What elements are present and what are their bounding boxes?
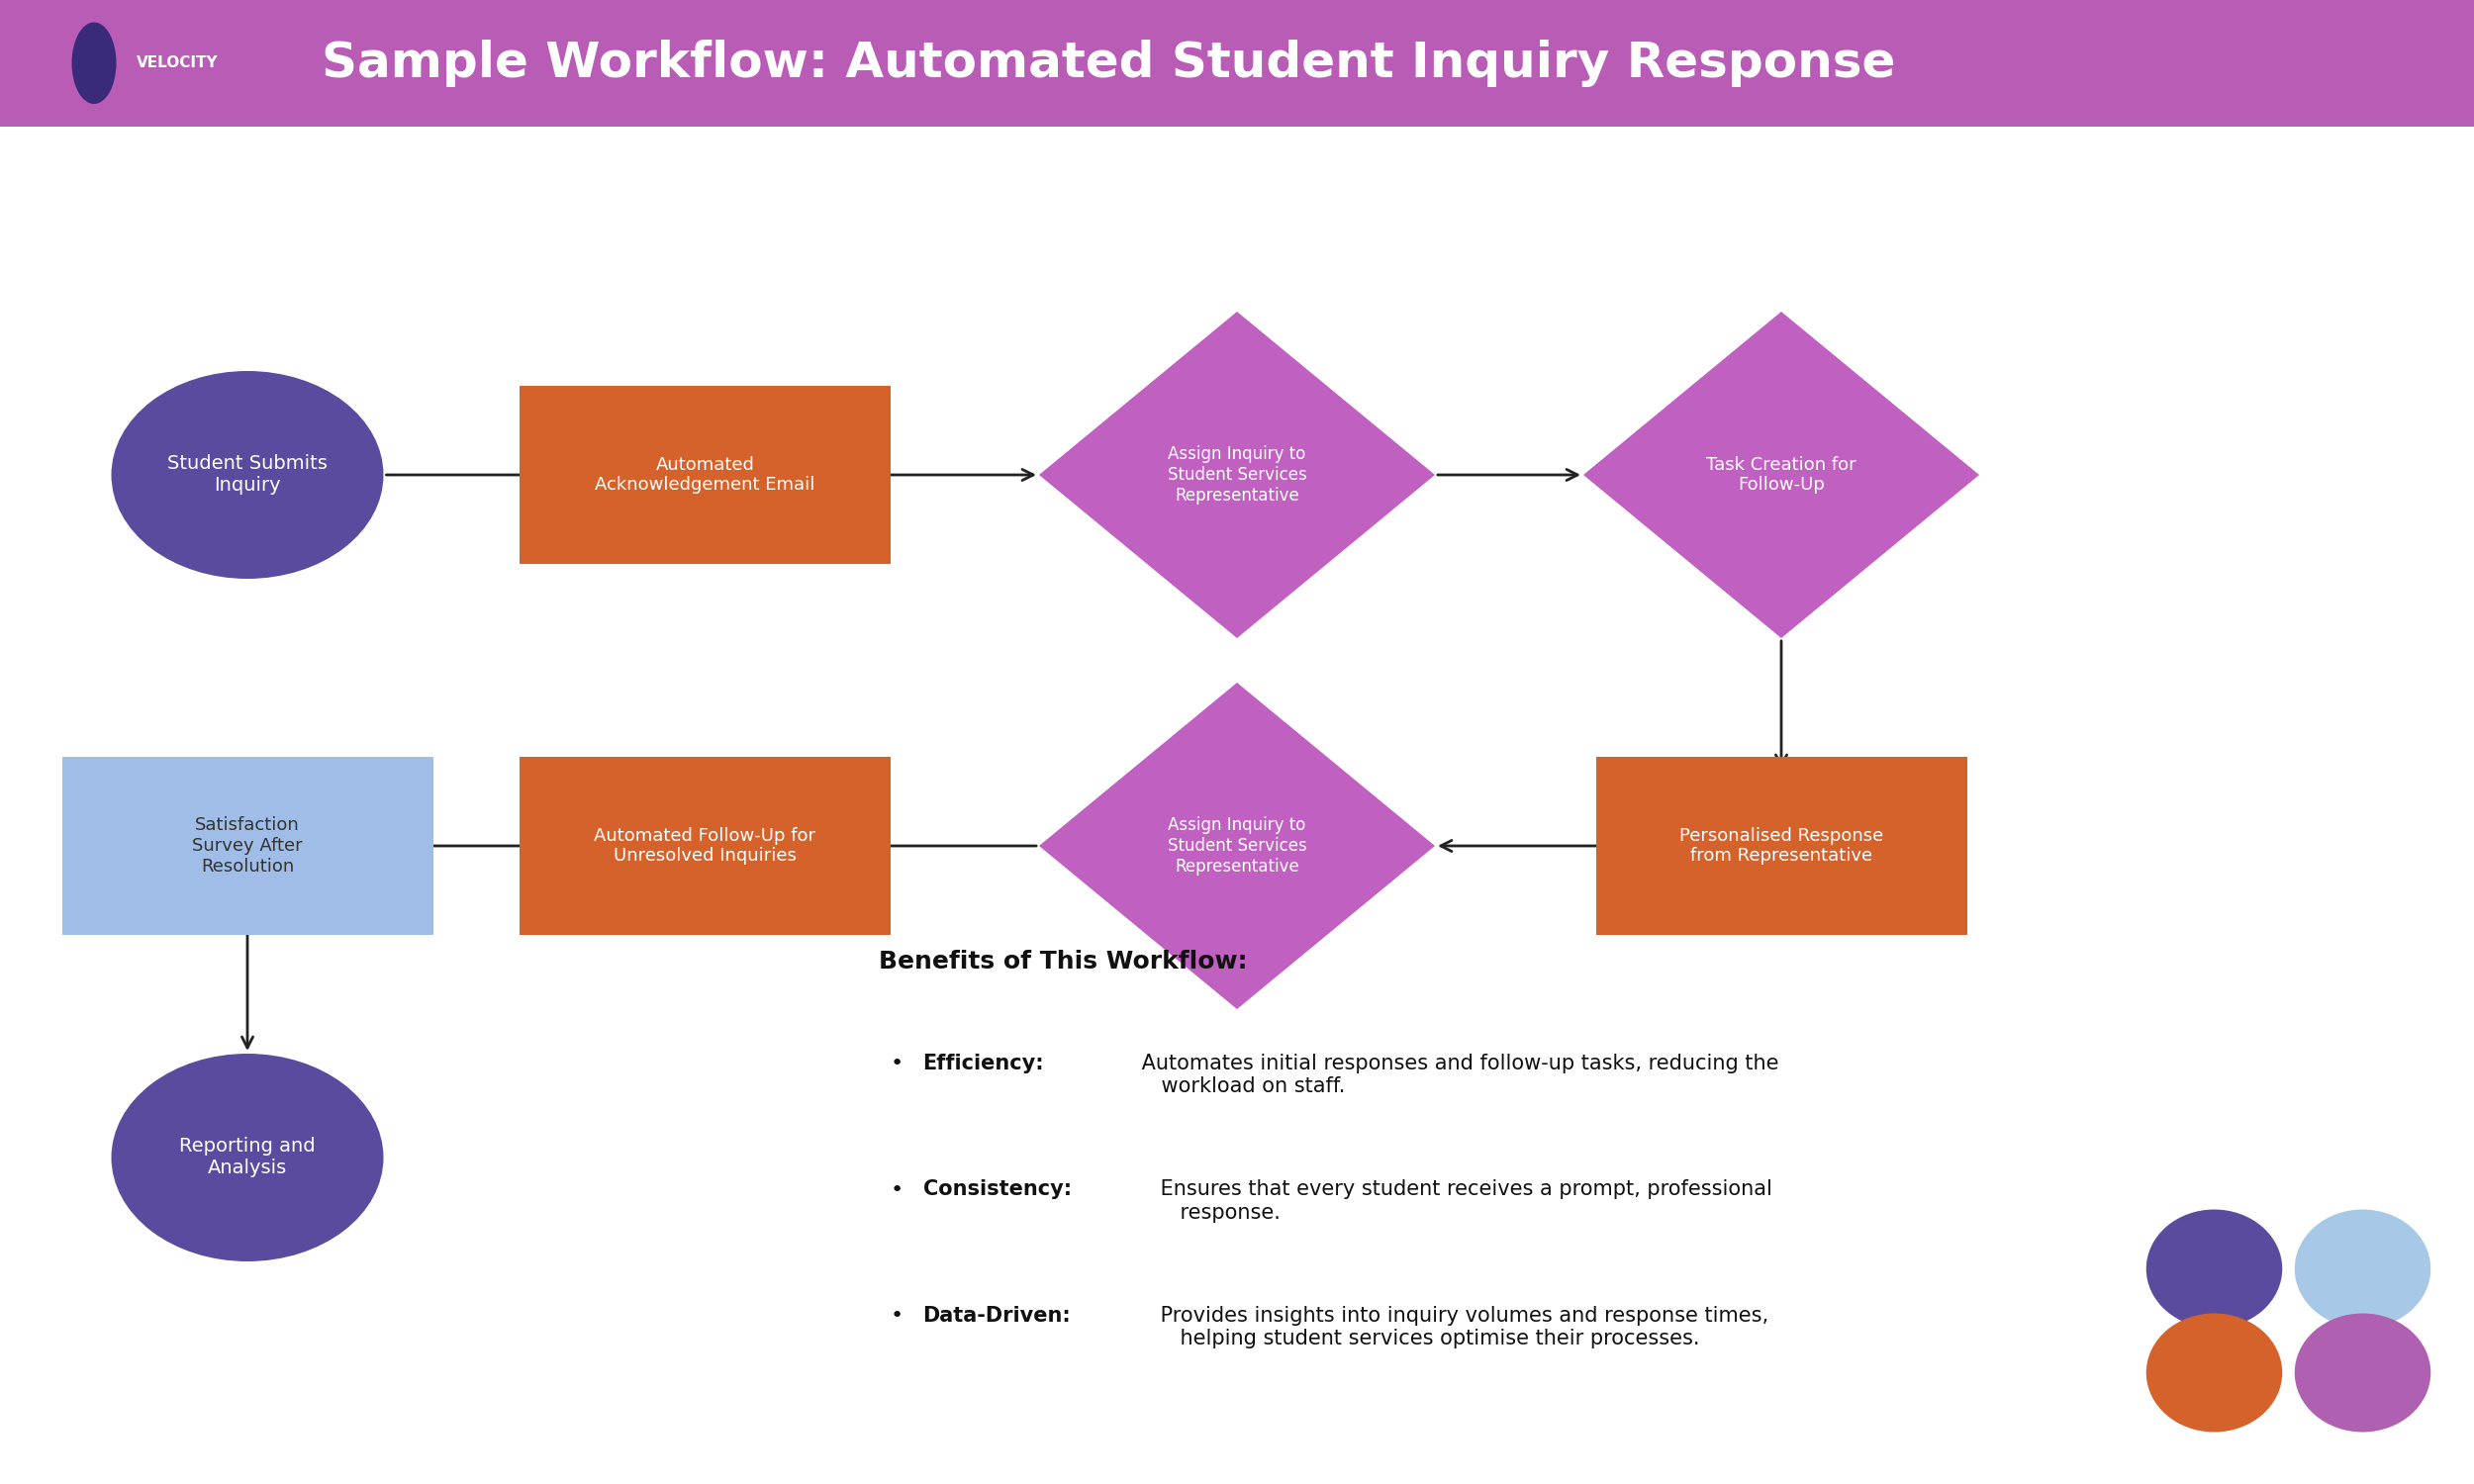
FancyBboxPatch shape: [0, 0, 2474, 126]
Text: •: •: [891, 1306, 903, 1325]
Text: VELOCITY: VELOCITY: [136, 55, 218, 70]
Text: Assign Inquiry to
Student Services
Representative: Assign Inquiry to Student Services Repre…: [1168, 816, 1306, 876]
Ellipse shape: [2296, 1209, 2429, 1328]
FancyBboxPatch shape: [520, 757, 891, 935]
Text: Task Creation for
Follow-Up: Task Creation for Follow-Up: [1707, 456, 1856, 494]
Text: Personalised Response
from Representative: Personalised Response from Representativ…: [1680, 827, 1883, 865]
Text: Data-Driven:: Data-Driven:: [923, 1306, 1071, 1325]
Text: Provides insights into inquiry volumes and response times,
    helping student s: Provides insights into inquiry volumes a…: [1155, 1306, 1769, 1349]
Ellipse shape: [111, 1054, 383, 1261]
Text: Consistency:: Consistency:: [923, 1180, 1071, 1199]
Polygon shape: [1039, 312, 1435, 638]
Text: Reporting and
Analysis: Reporting and Analysis: [178, 1137, 317, 1178]
Text: Student Submits
Inquiry: Student Submits Inquiry: [168, 454, 327, 496]
Ellipse shape: [111, 371, 383, 579]
Text: •: •: [891, 1054, 903, 1073]
Polygon shape: [1583, 312, 1979, 638]
Text: Automates initial responses and follow-up tasks, reducing the
    workload on st: Automates initial responses and follow-u…: [1136, 1054, 1779, 1097]
Text: Efficiency:: Efficiency:: [923, 1054, 1044, 1073]
Text: Automated Follow-Up for
Unresolved Inquiries: Automated Follow-Up for Unresolved Inqui…: [594, 827, 816, 865]
Text: Ensures that every student receives a prompt, professional
    response.: Ensures that every student receives a pr…: [1155, 1180, 1774, 1223]
Ellipse shape: [72, 22, 116, 104]
FancyBboxPatch shape: [1596, 757, 1967, 935]
Ellipse shape: [2147, 1209, 2284, 1328]
Text: Benefits of This Workflow:: Benefits of This Workflow:: [878, 950, 1247, 974]
Text: Satisfaction
Survey After
Resolution: Satisfaction Survey After Resolution: [193, 816, 302, 876]
Polygon shape: [1039, 683, 1435, 1009]
Ellipse shape: [2296, 1313, 2429, 1432]
FancyBboxPatch shape: [62, 757, 433, 935]
Text: Sample Workflow: Automated Student Inquiry Response: Sample Workflow: Automated Student Inqui…: [322, 40, 1895, 86]
Text: Automated
Acknowledgement Email: Automated Acknowledgement Email: [596, 456, 814, 494]
Text: •: •: [891, 1180, 903, 1199]
FancyBboxPatch shape: [520, 386, 891, 564]
Ellipse shape: [2147, 1313, 2284, 1432]
Text: Assign Inquiry to
Student Services
Representative: Assign Inquiry to Student Services Repre…: [1168, 445, 1306, 505]
